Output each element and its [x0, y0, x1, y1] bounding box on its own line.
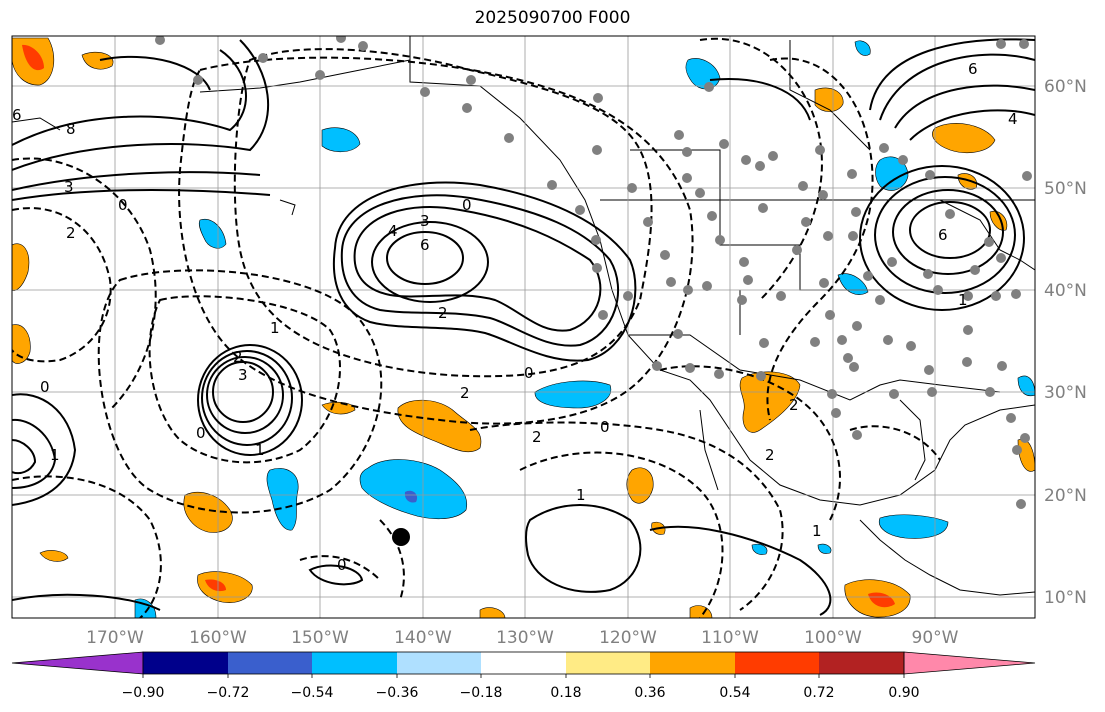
- contour-label: 8: [66, 120, 76, 138]
- colorbar-label: −0.90: [122, 685, 165, 701]
- x-tick-label: 120°W: [599, 628, 657, 648]
- contour-label: 2: [765, 446, 775, 464]
- y-tick-label: 30°N: [1044, 383, 1087, 403]
- contour-label: 1: [50, 446, 60, 464]
- contour-label: 0: [337, 556, 347, 574]
- colorbar-label: −0.72: [207, 685, 250, 701]
- colorbar-segment: [143, 652, 228, 674]
- contour-label: 4: [1008, 110, 1018, 128]
- solid-contours: [12, 38, 1035, 616]
- x-tick-label: 110°W: [701, 628, 759, 648]
- colorbar-extend-low: [11, 651, 144, 675]
- colorbar-segment: [312, 652, 397, 674]
- contour-label: 2: [532, 428, 542, 446]
- y-tick-label: 40°N: [1044, 281, 1087, 301]
- contour-label: 1: [812, 522, 822, 540]
- colorbar-label: 0.54: [719, 685, 750, 701]
- colorbar: −0.90 −0.72 −0.54 −0.36 −0.18 0.18 0.36 …: [11, 651, 1036, 701]
- x-tick-label: 150°W: [291, 628, 349, 648]
- longitude-tick-labels: 170°W 160°W 150°W 140°W 130°W 120°W 110°…: [86, 628, 959, 648]
- contour-label: 0: [600, 418, 610, 436]
- contour-label: 6: [938, 226, 948, 244]
- y-tick-label: 20°N: [1044, 486, 1087, 506]
- map-title: 2025090700 F000: [474, 8, 631, 28]
- strong-positive-shading: [22, 44, 895, 608]
- contour-label: 1: [576, 486, 586, 504]
- black-marker-dot: [392, 528, 410, 546]
- colorbar-segment: [735, 652, 819, 674]
- deep-negative-shading: [404, 490, 418, 503]
- lat-lon-grid: [12, 36, 1035, 618]
- dashed-contours: [12, 37, 941, 618]
- contour-label: 1: [255, 441, 265, 459]
- colorbar-label: 0.36: [634, 685, 665, 701]
- contour-label: 3: [238, 366, 248, 384]
- colorbar-label: −0.54: [291, 685, 334, 701]
- contour-label: 2: [438, 304, 448, 322]
- colorbar-segment: [397, 652, 481, 674]
- colorbar-segment: [819, 652, 904, 674]
- contour-label: 1: [958, 291, 968, 309]
- x-tick-label: 130°W: [496, 628, 554, 648]
- colorbar-segment: [566, 652, 650, 674]
- colorbar-segment: [481, 652, 566, 674]
- station-dots: [155, 36, 1032, 509]
- contour-label: 4: [388, 222, 398, 240]
- positive-anomaly-shading: [12, 37, 1035, 618]
- contour-labels: 6 3 2 0 4 6 3 2 1 0 2 3 1 0 2 0 1 2 1 0 …: [12, 60, 1018, 574]
- colorbar-label: 0.72: [803, 685, 834, 701]
- latitude-tick-labels: 60°N 50°N 40°N 30°N 20°N 10°N: [1044, 77, 1087, 608]
- x-tick-label: 170°W: [86, 628, 144, 648]
- contour-label: 0: [462, 196, 472, 214]
- x-tick-label: 140°W: [394, 628, 452, 648]
- y-tick-label: 10°N: [1044, 588, 1087, 608]
- contour-label: 2: [233, 348, 243, 366]
- contour-label: 3: [420, 212, 430, 230]
- colorbar-label: −0.36: [376, 685, 419, 701]
- contour-label: 3: [64, 178, 74, 196]
- colorbar-label: 0.18: [550, 685, 581, 701]
- contour-label: 2: [66, 224, 76, 242]
- x-tick-label: 100°W: [804, 628, 862, 648]
- contour-label: 0: [118, 196, 128, 214]
- colorbar-extend-high: [903, 651, 1036, 675]
- plot-area: [12, 36, 1035, 618]
- y-tick-label: 50°N: [1044, 179, 1087, 199]
- plot-frame: [11, 35, 1036, 619]
- x-tick-label: 90°W: [912, 628, 959, 648]
- contour-label: 6: [12, 106, 22, 124]
- contour-label: 2: [460, 384, 470, 402]
- colorbar-label: 0.90: [888, 685, 919, 701]
- contour-label: 1: [270, 319, 280, 337]
- contour-label: 6: [420, 236, 430, 254]
- x-tick-label: 160°W: [189, 628, 247, 648]
- y-tick-label: 60°N: [1044, 77, 1087, 97]
- contour-label: 6: [968, 60, 978, 78]
- contour-label: 0: [524, 364, 534, 382]
- contour-label: 0: [40, 378, 50, 396]
- colorbar-label: −0.18: [460, 685, 503, 701]
- colorbar-segment: [228, 652, 312, 674]
- contour-label: 0: [196, 424, 206, 442]
- colorbar-segment: [650, 652, 735, 674]
- contour-label: 2: [789, 396, 799, 414]
